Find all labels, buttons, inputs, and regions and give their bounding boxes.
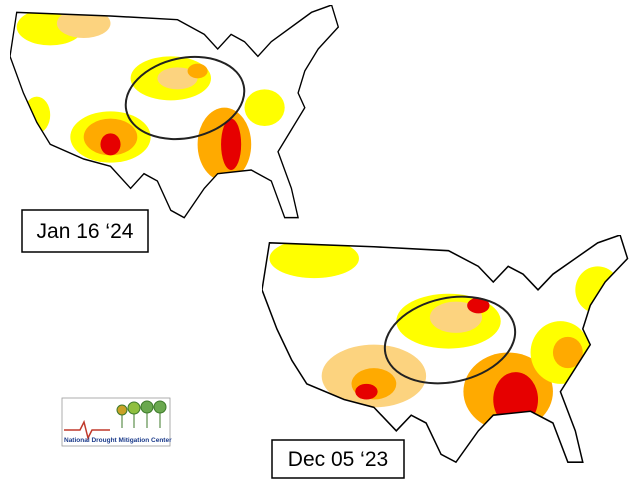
map-dec bbox=[262, 235, 628, 462]
focus-ellipse bbox=[383, 295, 517, 385]
map-jan bbox=[10, 5, 338, 218]
logo: National Drought Mitigation Center bbox=[61, 397, 172, 447]
label-box: Jan 16 ‘24 bbox=[21, 209, 149, 253]
map-label: Jan 16 ‘24 bbox=[37, 220, 134, 243]
logo-text: National Drought Mitigation Center bbox=[64, 437, 172, 444]
label-box: Dec 05 ‘23 bbox=[271, 439, 405, 479]
focus-ellipse bbox=[124, 55, 246, 141]
map-label: Dec 05 ‘23 bbox=[288, 448, 388, 471]
